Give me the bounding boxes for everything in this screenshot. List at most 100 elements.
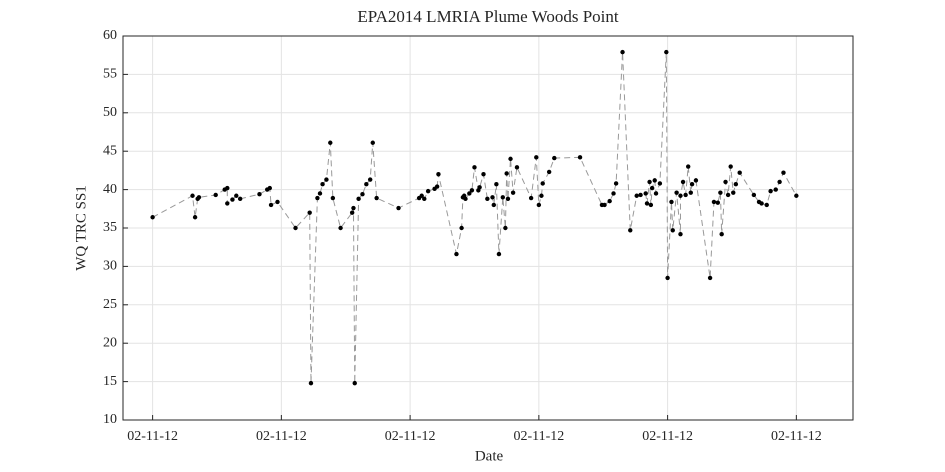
data-point — [638, 192, 643, 198]
y-tick-label: 10 — [103, 412, 117, 427]
data-point — [491, 202, 496, 208]
data-point — [649, 185, 655, 191]
data-point — [293, 225, 298, 231]
data-point — [719, 231, 724, 237]
data-point — [320, 182, 325, 187]
data-point — [728, 164, 733, 169]
y-tick-label: 25 — [103, 297, 117, 312]
data-point — [634, 193, 639, 198]
data-point — [647, 179, 652, 185]
data-point — [351, 205, 356, 211]
data-point — [275, 199, 280, 205]
plot-frame — [122, 35, 854, 421]
data-point — [494, 182, 499, 187]
data-point — [481, 172, 486, 177]
x-axis-label: Date — [475, 448, 504, 464]
data-point — [374, 195, 379, 201]
data-point — [503, 225, 508, 231]
data-point — [496, 251, 502, 257]
data-point — [463, 196, 468, 202]
data-point — [396, 205, 401, 211]
data-point — [715, 200, 721, 205]
data-point — [237, 196, 243, 202]
x-tick-label: 02-11-12 — [771, 429, 822, 444]
data-point — [725, 192, 731, 198]
data-point — [500, 195, 506, 200]
y-tick-label: 30 — [103, 259, 117, 274]
data-point — [552, 155, 557, 161]
data-point — [686, 164, 691, 169]
data-point — [514, 165, 520, 170]
data-point — [731, 190, 736, 195]
data-point — [459, 225, 464, 231]
data-point — [644, 201, 650, 206]
data-point — [234, 193, 239, 198]
y-tick-label: 15 — [103, 374, 117, 389]
data-point — [718, 190, 723, 195]
data-point — [360, 192, 365, 197]
data-point — [613, 181, 619, 186]
x-tick-label: 02-11-12 — [513, 429, 564, 444]
data-point — [711, 199, 717, 205]
data-point — [546, 169, 552, 175]
data-point — [678, 193, 683, 198]
data-point — [213, 192, 218, 198]
data-point — [356, 196, 361, 202]
data-point — [505, 196, 511, 202]
data-point — [707, 275, 713, 281]
data-point — [540, 181, 545, 186]
data-point — [472, 165, 477, 170]
data-point — [370, 140, 375, 145]
data-point — [225, 201, 230, 206]
x-tick-label: 02-11-12 — [256, 429, 307, 444]
data-point — [349, 210, 355, 215]
y-tick-label: 55 — [103, 67, 117, 82]
data-point — [688, 190, 693, 195]
data-point — [577, 155, 583, 160]
y-tick-label: 60 — [103, 28, 117, 43]
data-point — [364, 182, 369, 187]
data-point — [536, 202, 542, 208]
data-point — [620, 49, 625, 55]
data-point — [689, 182, 695, 187]
data-point — [693, 178, 699, 183]
chart-title: EPA2014 LMRIA Plume Woods Point — [357, 7, 619, 26]
data-point — [751, 192, 757, 198]
data-point — [611, 191, 616, 196]
data-point — [680, 179, 686, 185]
data-point — [777, 179, 782, 185]
data-point — [308, 380, 314, 386]
data-point — [352, 380, 357, 386]
data-point — [652, 178, 657, 183]
data-point — [733, 182, 739, 187]
data-point — [674, 190, 679, 195]
data-point — [665, 275, 670, 281]
data-point — [768, 188, 773, 194]
data-point — [678, 231, 683, 237]
y-tick-label: 50 — [103, 105, 117, 120]
data-point — [683, 192, 688, 198]
data-point — [434, 184, 440, 189]
y-tick-label: 45 — [103, 143, 117, 158]
data-point — [477, 185, 482, 190]
data-point — [504, 171, 509, 176]
y-tick-label: 35 — [103, 220, 117, 235]
data-point — [602, 202, 607, 208]
data-point — [419, 193, 424, 198]
y-tick-label: 40 — [103, 182, 117, 197]
data-point — [324, 177, 329, 182]
y-axis-label: WQ TRC SS1 — [73, 185, 89, 271]
data-point — [669, 199, 674, 205]
data-point — [338, 225, 343, 231]
data-point — [653, 191, 659, 196]
data-point — [664, 49, 669, 55]
data-point — [510, 190, 516, 195]
data-point — [643, 191, 648, 196]
data-point — [225, 185, 230, 191]
y-tick-label: 20 — [103, 335, 117, 350]
data-point — [230, 197, 235, 202]
data-point — [422, 196, 427, 202]
data-point — [268, 202, 274, 208]
data-point — [485, 196, 490, 202]
